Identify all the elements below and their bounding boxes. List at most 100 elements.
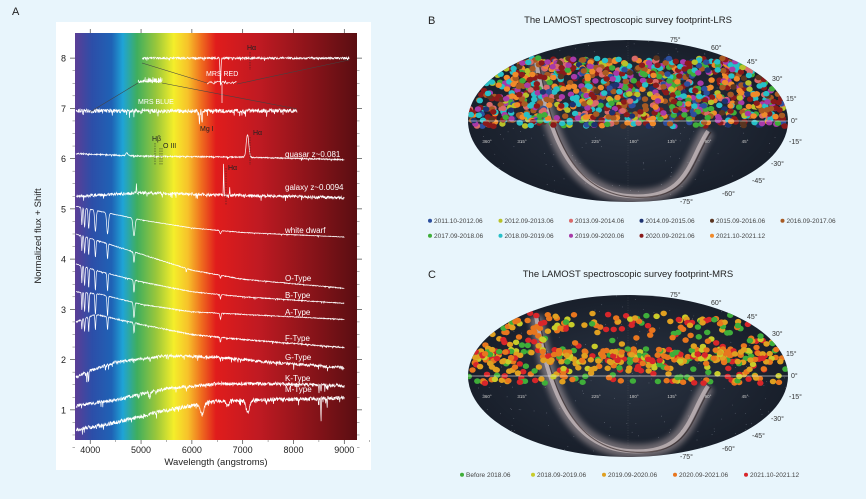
survey-plate-dot xyxy=(550,122,557,128)
star xyxy=(658,437,659,438)
survey-plate-dot xyxy=(522,363,530,370)
survey-plate-dot xyxy=(759,355,766,362)
survey-plate-dot xyxy=(732,58,739,65)
legend-label: 2020.09-2021.06 xyxy=(646,233,696,240)
star xyxy=(513,62,515,63)
survey-plate-dot xyxy=(654,62,661,69)
survey-plate-dot xyxy=(593,111,600,117)
survey-plate-dot xyxy=(769,378,777,385)
star xyxy=(483,136,484,137)
star xyxy=(539,369,541,371)
star xyxy=(543,134,545,136)
survey-plate-dot xyxy=(753,100,760,106)
star xyxy=(531,137,532,139)
milky-way-dust-lane xyxy=(538,316,712,453)
survey-plate-dot xyxy=(468,111,475,118)
survey-plate-dot xyxy=(582,114,590,120)
survey-plate-dot xyxy=(744,321,751,328)
survey-plate-dot xyxy=(553,115,560,121)
survey-plate-dot xyxy=(662,89,670,96)
survey-plate-dot xyxy=(703,59,710,65)
survey-plate-dot xyxy=(493,355,501,362)
survey-plate-dot xyxy=(524,317,531,324)
survey-plate-dot xyxy=(533,85,540,92)
survey-plate-dot xyxy=(703,360,710,367)
legend-marker xyxy=(498,218,503,223)
survey-plate-dot xyxy=(747,357,754,363)
star xyxy=(578,382,580,383)
star xyxy=(521,48,523,49)
survey-plate-dot xyxy=(665,55,673,62)
survey-plate-dot xyxy=(727,312,734,319)
survey-plate-dot xyxy=(503,66,510,72)
survey-plate-dot xyxy=(491,376,499,383)
spectrum-b-type xyxy=(75,263,345,305)
latitude-label: -45° xyxy=(752,432,765,440)
survey-plate-dot xyxy=(635,120,642,126)
survey-plate-dot xyxy=(548,357,555,363)
survey-plate-dot xyxy=(686,322,694,329)
survey-plate-dot xyxy=(615,56,622,63)
x-axis-label: Wavelength (angstroms) xyxy=(164,457,267,468)
star xyxy=(661,184,662,185)
survey-plate-dot xyxy=(573,88,580,94)
star xyxy=(784,377,785,379)
survey-plate-dot xyxy=(677,351,684,358)
survey-plate-dot xyxy=(579,379,586,386)
survey-plate-dot xyxy=(720,67,727,74)
survey-plate-dot xyxy=(601,90,608,96)
survey-plate-dot xyxy=(704,67,711,73)
spectrum-k-type xyxy=(75,380,345,409)
star xyxy=(709,83,711,85)
star xyxy=(597,200,599,202)
survey-plate-dot xyxy=(512,339,520,346)
label-galaxy: galaxy z~0.0094 xyxy=(285,183,344,192)
survey-plate-dot xyxy=(756,83,763,89)
star xyxy=(626,423,628,424)
star xyxy=(511,429,513,431)
legend-label: 2018.09-2019.06 xyxy=(537,472,587,479)
star xyxy=(529,297,530,299)
legend-label: 2017.09-2018.06 xyxy=(434,233,484,240)
survey-plate-dot xyxy=(664,354,671,361)
annotation-mrs-blue: MRS BLUE xyxy=(138,99,174,106)
star xyxy=(511,409,512,410)
star xyxy=(601,304,603,306)
survey-plate-dot xyxy=(527,103,534,109)
y-tick-label: 5 xyxy=(61,204,66,214)
lrs-sky-map: 75° 60° 45° 30° 15° 0° -15° -30° -45° -60° -75° 360… xyxy=(468,36,802,206)
survey-plate-dot xyxy=(595,107,602,113)
survey-plate-dot xyxy=(558,94,566,100)
survey-plate-dot xyxy=(574,115,581,121)
survey-plate-dot xyxy=(570,65,577,71)
star xyxy=(708,198,710,200)
star xyxy=(552,166,554,168)
survey-plate-dot xyxy=(723,85,731,91)
star xyxy=(626,46,627,48)
survey-plate-dot xyxy=(739,64,746,71)
star xyxy=(604,422,605,423)
star xyxy=(468,326,469,328)
survey-plate-dot xyxy=(714,59,721,65)
survey-plate-dot xyxy=(511,364,519,371)
star xyxy=(609,426,611,428)
star xyxy=(500,385,501,387)
survey-plate-dot xyxy=(731,351,739,357)
survey-plate-dot xyxy=(750,113,757,119)
star xyxy=(694,178,696,180)
star xyxy=(473,339,475,340)
y-tick-label: 3 xyxy=(61,305,66,315)
annotation-ha-quasar: Hα xyxy=(253,130,262,137)
star xyxy=(769,143,770,144)
survey-plate-dot xyxy=(651,365,658,371)
survey-plate-dot xyxy=(604,365,611,372)
survey-plate-dot xyxy=(736,95,743,101)
star xyxy=(503,172,505,174)
survey-plate-dot xyxy=(667,86,675,92)
survey-plate-dot xyxy=(775,379,783,386)
latitude-label: 0° xyxy=(791,372,798,380)
star xyxy=(734,412,736,414)
survey-plate-dot xyxy=(521,123,529,129)
star xyxy=(575,400,576,402)
star xyxy=(594,309,596,311)
